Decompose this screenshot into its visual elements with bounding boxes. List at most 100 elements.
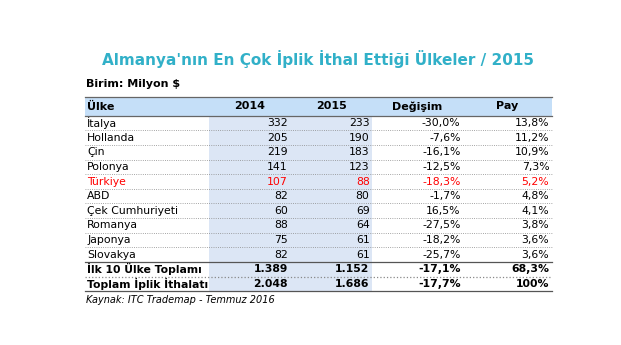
Bar <box>85 174 551 189</box>
Text: 64: 64 <box>356 220 369 230</box>
Text: İtalya: İtalya <box>87 117 117 129</box>
Text: Toplam İplik İthalatı: Toplam İplik İthalatı <box>87 278 209 290</box>
Bar <box>290 276 372 291</box>
Text: Çek Cumhuriyeti: Çek Cumhuriyeti <box>87 206 178 216</box>
Bar <box>85 262 551 276</box>
Text: 60: 60 <box>274 206 288 216</box>
Text: 82: 82 <box>274 249 288 259</box>
Text: 82: 82 <box>274 191 288 201</box>
Bar <box>209 160 290 174</box>
Bar <box>209 116 290 130</box>
Text: 2.048: 2.048 <box>253 279 288 289</box>
Text: Değişim: Değişim <box>392 101 443 112</box>
Text: -12,5%: -12,5% <box>422 162 461 172</box>
Bar <box>290 262 372 276</box>
Text: 219: 219 <box>267 147 288 157</box>
Bar <box>85 247 551 262</box>
Bar <box>85 130 551 145</box>
Bar <box>85 218 551 233</box>
Bar <box>85 116 551 130</box>
Text: 7,3%: 7,3% <box>522 162 549 172</box>
Text: 4,1%: 4,1% <box>522 206 549 216</box>
Text: Birim: Milyon $: Birim: Milyon $ <box>86 79 180 89</box>
Text: 1.152: 1.152 <box>335 264 369 274</box>
Bar <box>209 262 290 276</box>
Text: 80: 80 <box>356 191 369 201</box>
Text: 233: 233 <box>349 118 369 128</box>
Text: Kaynak: ITC Trademap - Temmuz 2016: Kaynak: ITC Trademap - Temmuz 2016 <box>86 295 274 305</box>
Text: 3,6%: 3,6% <box>522 235 549 245</box>
Bar <box>209 276 290 291</box>
Text: 61: 61 <box>356 249 369 259</box>
Text: 190: 190 <box>349 133 369 143</box>
Text: 100%: 100% <box>516 279 549 289</box>
Text: ABD: ABD <box>87 191 111 201</box>
Text: 2015: 2015 <box>315 101 347 111</box>
Bar <box>209 204 290 218</box>
Text: 88: 88 <box>274 220 288 230</box>
Text: 183: 183 <box>349 147 369 157</box>
Bar <box>290 233 372 247</box>
Text: 16,5%: 16,5% <box>426 206 461 216</box>
Text: -16,1%: -16,1% <box>422 147 461 157</box>
Text: 123: 123 <box>349 162 369 172</box>
Text: 11,2%: 11,2% <box>515 133 549 143</box>
Text: 88: 88 <box>356 177 369 187</box>
Bar <box>85 97 551 116</box>
Text: -17,7%: -17,7% <box>418 279 461 289</box>
Text: 3,6%: 3,6% <box>522 249 549 259</box>
Bar <box>85 160 551 174</box>
Bar <box>85 189 551 204</box>
Text: 332: 332 <box>267 118 288 128</box>
Bar <box>209 130 290 145</box>
Bar <box>85 276 551 291</box>
Text: 4,8%: 4,8% <box>522 191 549 201</box>
Text: Romanya: Romanya <box>87 220 138 230</box>
Text: 10,9%: 10,9% <box>515 147 549 157</box>
Bar <box>290 218 372 233</box>
Bar <box>290 204 372 218</box>
Bar <box>290 116 372 130</box>
Text: 75: 75 <box>274 235 288 245</box>
Text: 141: 141 <box>267 162 288 172</box>
Text: Pay: Pay <box>496 101 519 111</box>
Bar <box>85 145 551 160</box>
Bar <box>209 174 290 189</box>
Bar <box>290 145 372 160</box>
Bar <box>290 174 372 189</box>
Text: Hollanda: Hollanda <box>87 133 135 143</box>
Bar <box>209 218 290 233</box>
Text: Türkiye: Türkiye <box>87 177 126 187</box>
Bar <box>290 130 372 145</box>
Text: İlk 10 Ülke Toplamı: İlk 10 Ülke Toplamı <box>87 263 202 275</box>
Text: 1.686: 1.686 <box>335 279 369 289</box>
Bar <box>290 189 372 204</box>
Text: Japonya: Japonya <box>87 235 131 245</box>
Text: Almanya'nın En Çok İplik İthal Ettiği Ülkeler / 2015: Almanya'nın En Çok İplik İthal Ettiği Ül… <box>102 50 534 68</box>
Text: 13,8%: 13,8% <box>515 118 549 128</box>
Text: 61: 61 <box>356 235 369 245</box>
Text: -18,2%: -18,2% <box>422 235 461 245</box>
Text: Ülke: Ülke <box>87 101 115 111</box>
Text: -27,5%: -27,5% <box>422 220 461 230</box>
Text: -7,6%: -7,6% <box>429 133 461 143</box>
Bar <box>85 233 551 247</box>
Text: 68,3%: 68,3% <box>511 264 549 274</box>
Bar <box>290 160 372 174</box>
Bar <box>209 247 290 262</box>
Text: 2014: 2014 <box>234 101 265 111</box>
Bar <box>290 247 372 262</box>
Text: -1,7%: -1,7% <box>429 191 461 201</box>
Text: 69: 69 <box>356 206 369 216</box>
Text: 5,2%: 5,2% <box>522 177 549 187</box>
Bar <box>209 145 290 160</box>
Text: -25,7%: -25,7% <box>422 249 461 259</box>
Text: 107: 107 <box>267 177 288 187</box>
Text: -18,3%: -18,3% <box>422 177 461 187</box>
Text: -17,1%: -17,1% <box>418 264 461 274</box>
Text: -30,0%: -30,0% <box>422 118 461 128</box>
Text: 1.389: 1.389 <box>253 264 288 274</box>
Text: 205: 205 <box>267 133 288 143</box>
Bar <box>209 233 290 247</box>
Bar <box>209 189 290 204</box>
